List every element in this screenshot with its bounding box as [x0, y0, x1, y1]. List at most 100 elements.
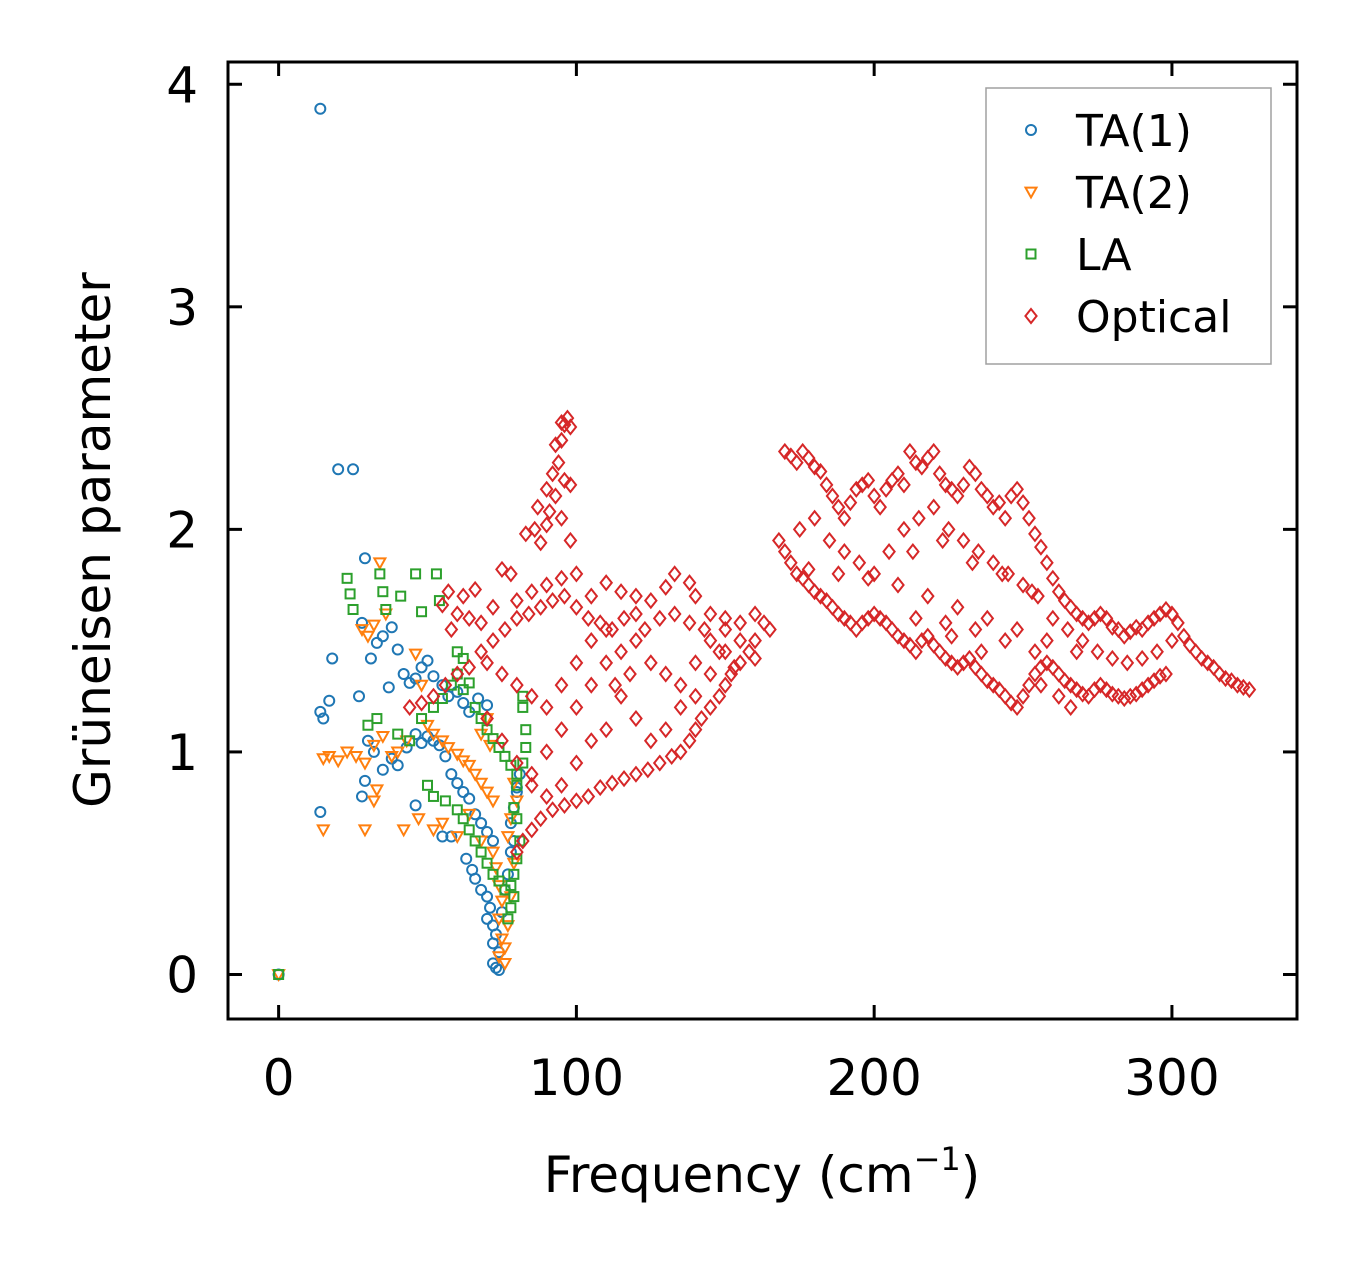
data-point-optical: [935, 531, 950, 550]
data-point-optical: [1159, 665, 1173, 683]
series-layer: [271, 102, 1257, 983]
data-point-optical: [831, 605, 846, 623]
data-point-optical: [682, 614, 697, 632]
data-point-optical: [468, 580, 483, 599]
data-point-optical: [1159, 600, 1173, 619]
data-point-optical: [584, 587, 599, 605]
data-point-optical: [712, 643, 727, 661]
data-point-optical: [1051, 687, 1066, 705]
series-ta-1: [272, 102, 526, 981]
data-point-optical: [861, 609, 876, 627]
data-point-ta-2: [488, 862, 504, 876]
data-point-optical: [450, 665, 465, 683]
data-point-optical: [837, 509, 852, 527]
data-point-optical: [986, 554, 1001, 572]
data-point-optical: [599, 654, 614, 672]
data-point-optical: [542, 502, 557, 521]
data-point-la: [380, 603, 392, 615]
x-axis-title-superscript: −1: [914, 1140, 961, 1178]
data-point-optical: [777, 543, 792, 561]
y-tick-label: 3: [166, 279, 198, 337]
data-point-optical: [1200, 654, 1215, 672]
data-point-ta-1: [364, 652, 377, 665]
data-point-optical: [518, 525, 533, 543]
data-point-la: [410, 568, 422, 580]
data-point-optical: [777, 442, 792, 461]
data-point-optical: [1099, 609, 1114, 627]
data-point-optical: [524, 776, 539, 794]
data-point-ta-1: [415, 737, 428, 750]
y-tick-label: 1: [166, 724, 198, 782]
data-point-optical: [995, 565, 1010, 583]
data-point-la: [362, 719, 374, 731]
data-point-ta-1: [427, 670, 440, 683]
y-tick-label: 2: [166, 501, 198, 559]
data-point-optical: [688, 721, 703, 739]
data-point-optical: [956, 654, 971, 672]
data-point-ta-2: [408, 648, 423, 662]
data-point-ta-2: [479, 713, 495, 727]
legend-label-optical: Optical: [1076, 292, 1231, 343]
data-point-ta-1: [415, 661, 428, 674]
data-point-optical: [905, 543, 920, 561]
data-point-optical: [908, 609, 923, 627]
legend: TA(1) TA(2) LA Optical: [985, 87, 1272, 365]
data-point-optical: [688, 654, 703, 672]
data-point-optical: [968, 465, 983, 483]
data-point-optical: [1171, 614, 1185, 632]
data-point-optical: [861, 569, 876, 587]
data-point-optical: [1212, 665, 1227, 683]
data-point-optical: [733, 614, 748, 632]
data-point-optical: [1034, 676, 1048, 694]
data-point-optical: [629, 632, 643, 650]
data-point-ta-2: [316, 753, 331, 767]
data-point-optical: [998, 509, 1013, 527]
data-point-ta-2: [500, 831, 516, 845]
data-point-optical: [480, 654, 494, 672]
data-point-la: [493, 875, 505, 887]
legend-label-ta-1: TA(1): [1075, 106, 1192, 157]
data-point-optical: [667, 565, 682, 583]
data-point-optical: [545, 465, 560, 483]
data-point-optical: [980, 487, 995, 505]
data-point-ta-1: [492, 964, 505, 977]
data-point-optical: [813, 587, 828, 605]
legend-entry-la: LA: [1025, 230, 1132, 281]
data-point-optical: [950, 598, 965, 616]
data-point-optical: [539, 576, 554, 594]
data-point-optical: [956, 476, 971, 494]
data-point-ta-2: [482, 739, 498, 753]
data-point-la: [404, 735, 416, 747]
data-point-optical: [599, 721, 614, 739]
data-point-optical: [539, 698, 554, 717]
data-point-optical: [1194, 649, 1209, 668]
data-point-optical: [438, 676, 453, 694]
legend-entries: TA(1) TA(2) LA Optical: [1023, 106, 1231, 343]
data-point-ta-1: [376, 763, 389, 776]
data-point-ta-1: [457, 785, 470, 798]
data-point-ta-2: [441, 742, 456, 756]
data-point-la: [341, 572, 353, 584]
data-point-optical: [444, 620, 459, 639]
data-point-ta-2: [411, 813, 426, 827]
data-point-la: [445, 679, 457, 691]
data-point-ta-1: [451, 685, 464, 698]
data-point-ta-1: [385, 621, 398, 634]
data-point-optical: [1045, 569, 1060, 587]
data-point-optical: [920, 587, 935, 605]
data-point-ta-1: [481, 912, 494, 925]
data-point-optical: [807, 509, 822, 527]
data-point-ta-2: [390, 746, 405, 760]
data-point-la: [502, 913, 514, 925]
data-point-optical: [1123, 687, 1138, 705]
data-point-ta-2: [473, 777, 489, 791]
data-point-ta-1: [391, 643, 404, 656]
data-point-optical: [584, 676, 599, 694]
data-point-optical: [1105, 649, 1120, 668]
data-point-optical: [569, 754, 584, 772]
data-point-ta-2: [491, 951, 507, 965]
data-point-optical: [1123, 623, 1138, 641]
data-point-optical: [1129, 685, 1144, 703]
data-point-optical: [849, 480, 864, 498]
data-point-optical: [539, 787, 554, 806]
